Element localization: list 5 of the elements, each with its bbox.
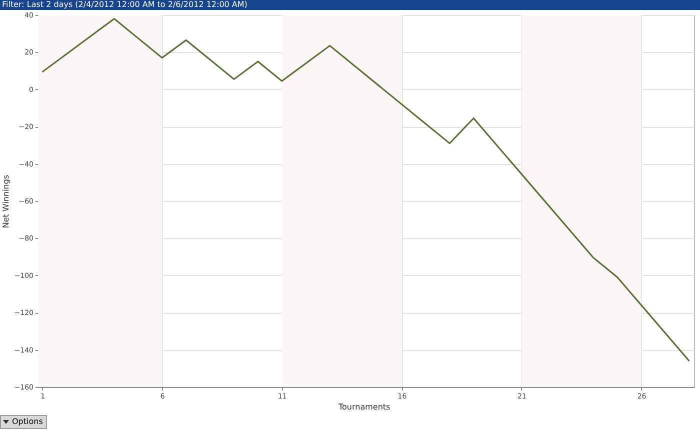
text: Options — [12, 416, 43, 428]
line-series — [42, 18, 690, 362]
chart-title: Filter: Last 2 days (2/4/2012 12:00 AM to 2/6/2012 12:00 AM) — [0, 0, 700, 10]
y-axis-title: Net Winnings — [1, 174, 10, 228]
x-axis-title: Tournaments — [338, 402, 390, 412]
